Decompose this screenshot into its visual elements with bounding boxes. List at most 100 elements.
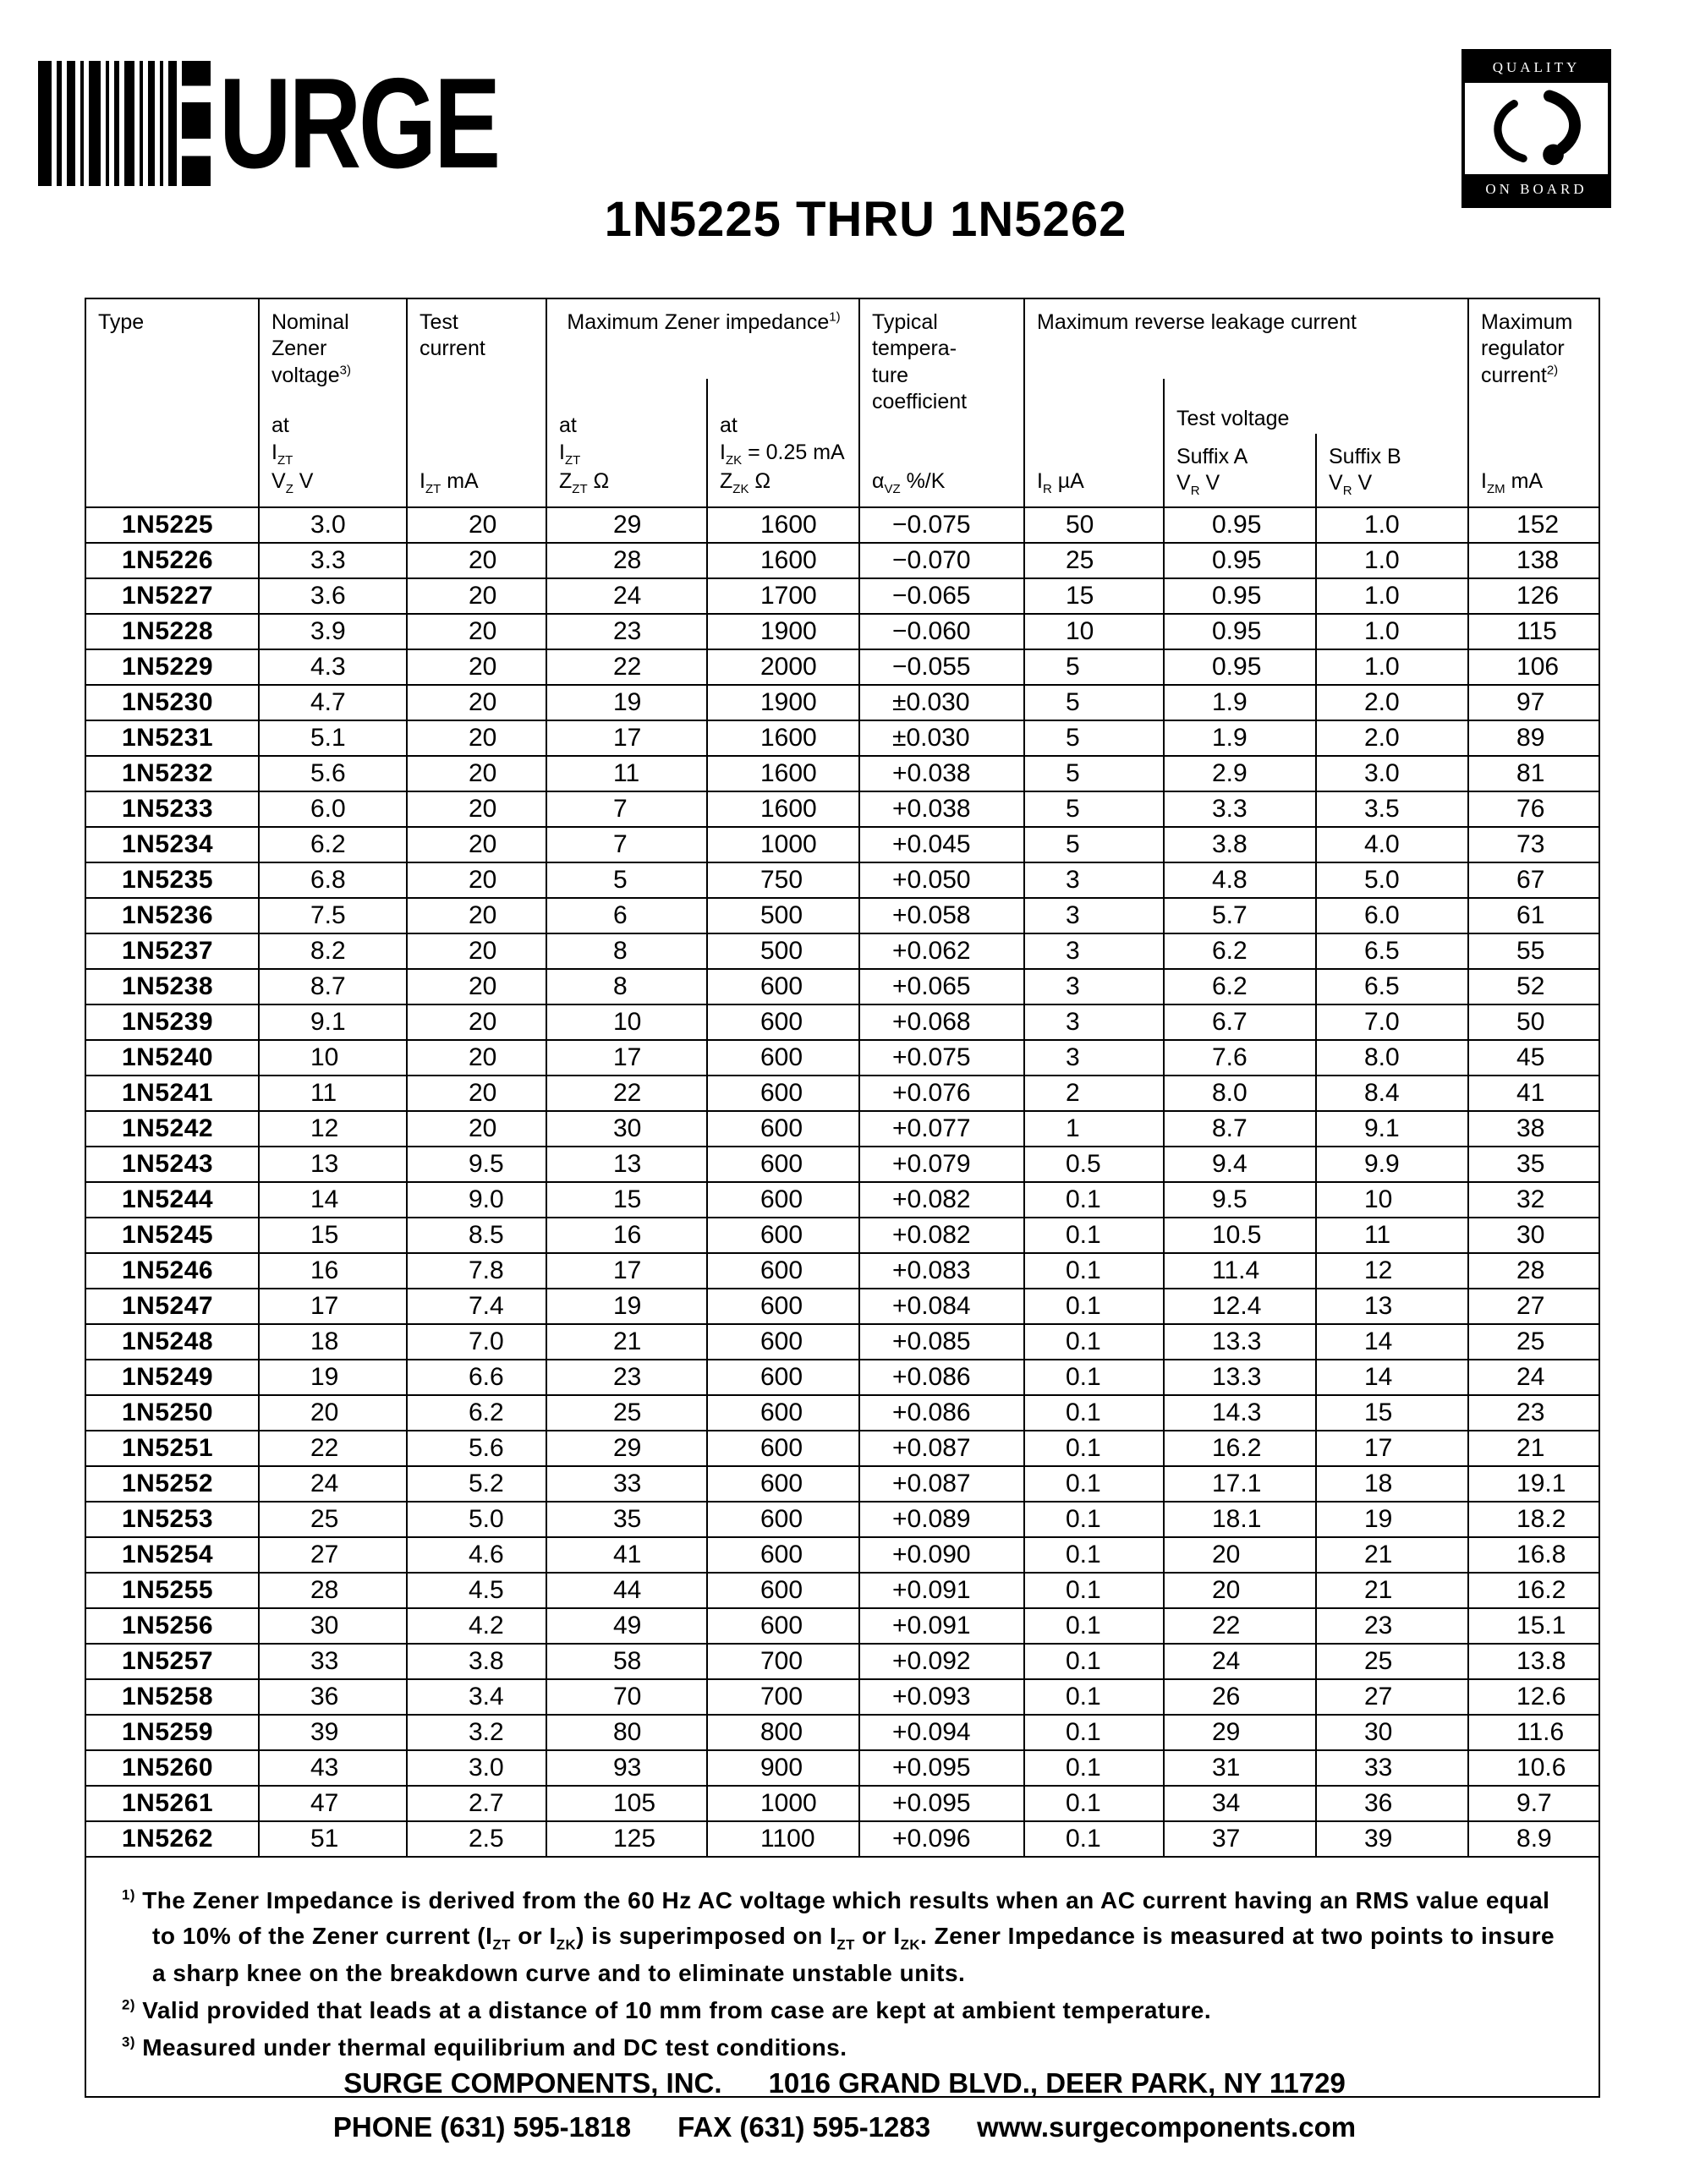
cell-zzk: 600 [706, 1323, 860, 1360]
cell-izt: 20 [406, 1004, 547, 1041]
cell-alpha-vz: +0.062 [858, 933, 1025, 970]
cell-izm: 13.8 [1467, 1643, 1601, 1680]
cell-izt: 8.5 [406, 1217, 547, 1254]
cell-vr-suffix-a: 17.1 [1163, 1465, 1317, 1503]
cell-zzk: 1600 [706, 542, 860, 579]
cell-ir: 3 [1023, 968, 1165, 1005]
cell-alpha-vz: +0.093 [858, 1678, 1025, 1716]
cell-zzt: 33 [546, 1465, 708, 1503]
cell-zzk: 600 [706, 1607, 860, 1645]
cell-izt: 5.6 [406, 1430, 547, 1467]
cell-zzk: 1000 [706, 826, 860, 863]
cell-alpha-vz: +0.058 [858, 897, 1025, 934]
cell-vz: 18 [258, 1323, 408, 1360]
cell-izm: 55 [1467, 933, 1601, 970]
cell-izt: 20 [406, 720, 547, 757]
cell-izm: 50 [1467, 1004, 1601, 1041]
footnote-1: 1) The Zener Impedance is derived from t… [122, 1886, 1555, 1986]
cell-alpha-vz: +0.096 [858, 1820, 1025, 1858]
col-header-test-current-label: Test current [420, 310, 485, 361]
cell-izm: 25 [1467, 1323, 1601, 1360]
cell-vr-suffix-a: 0.95 [1163, 577, 1317, 615]
cell-vr-suffix-b: 23 [1314, 1607, 1470, 1645]
cell-alpha-vz: +0.084 [858, 1288, 1025, 1325]
table-row: 1N5227 3.6 20 24 1700 −0.065 15 0.95 1.0… [85, 577, 1601, 615]
cell-vz: 11 [258, 1075, 408, 1112]
cell-izm: 73 [1467, 826, 1601, 863]
col-header-suffix-a: Suffix A VR V [1163, 434, 1317, 508]
cell-izm: 28 [1467, 1252, 1601, 1289]
cell-izm: 24 [1467, 1359, 1601, 1396]
table-row: 1N5254 27 4.6 41 600 +0.090 0.1 20 21 16… [85, 1536, 1601, 1574]
cell-izt: 20 [406, 649, 547, 686]
cell-izm: 41 [1467, 1075, 1601, 1112]
cell-zzt: 58 [546, 1643, 708, 1680]
cell-ir: 0.1 [1023, 1501, 1165, 1538]
cell-vr-suffix-b: 27 [1314, 1678, 1470, 1716]
cell-zzt: 23 [546, 613, 708, 650]
cell-izm: 16.8 [1467, 1536, 1601, 1574]
cell-izt: 4.6 [406, 1536, 547, 1574]
cell-vr-suffix-a: 10.5 [1163, 1217, 1317, 1254]
cell-zzk: 1700 [706, 577, 860, 615]
cell-type: 1N5257 [85, 1643, 260, 1680]
cell-alpha-vz: +0.038 [858, 791, 1025, 828]
cell-vz: 6.0 [258, 791, 408, 828]
footer-line-1: SURGE COMPONENTS, INC. 1016 GRAND BLVD.,… [0, 2067, 1689, 2099]
cell-type: 1N5233 [85, 791, 260, 828]
cell-vz: 27 [258, 1536, 408, 1574]
cell-zzt: 11 [546, 755, 708, 792]
col-header-nominal-voltage: Nominal Zener voltage3) at IZT VZ V [258, 298, 408, 508]
cell-vr-suffix-b: 8.0 [1314, 1039, 1470, 1076]
cell-vr-suffix-b: 1.0 [1314, 649, 1470, 686]
cell-type: 1N5254 [85, 1536, 260, 1574]
col-header-temp-coefficient-label: Typical tempera- ture coefficient [872, 310, 968, 413]
cell-alpha-vz: ±0.030 [858, 720, 1025, 757]
cell-type: 1N5228 [85, 613, 260, 650]
cell-izm: 15.1 [1467, 1607, 1601, 1645]
cell-izm: 152 [1467, 506, 1601, 544]
cell-izm: 12.6 [1467, 1678, 1601, 1716]
cell-vr-suffix-b: 6.5 [1314, 968, 1470, 1005]
table-row: 1N5258 36 3.4 70 700 +0.093 0.1 26 27 12… [85, 1678, 1601, 1716]
table-row: 1N5235 6.8 20 5 750 +0.050 3 4.8 5.0 67 [85, 862, 1601, 899]
table-row: 1N5251 22 5.6 29 600 +0.087 0.1 16.2 17 … [85, 1430, 1601, 1467]
col-header-temp-coefficient: Typical tempera- ture coefficient αVZ %/… [858, 298, 1025, 508]
table-header: Type Nominal Zener voltage3) at IZT VZ V… [85, 298, 1601, 508]
cell-type: 1N5236 [85, 897, 260, 934]
cell-vz: 19 [258, 1359, 408, 1396]
cell-zzk: 600 [706, 968, 860, 1005]
cell-zzt: 28 [546, 542, 708, 579]
cell-vr-suffix-a: 0.95 [1163, 542, 1317, 579]
cell-vr-suffix-a: 18.1 [1163, 1501, 1317, 1538]
cell-alpha-vz: +0.092 [858, 1643, 1025, 1680]
cell-zzt: 6 [546, 897, 708, 934]
cell-zzk: 600 [706, 1465, 860, 1503]
cell-type: 1N5262 [85, 1820, 260, 1858]
cell-vz: 3.0 [258, 506, 408, 544]
table-row: 1N5246 16 7.8 17 600 +0.083 0.1 11.4 12 … [85, 1252, 1601, 1289]
cell-vr-suffix-a: 24 [1163, 1643, 1317, 1680]
cell-type: 1N5245 [85, 1217, 260, 1254]
cell-vz: 4.7 [258, 684, 408, 721]
cell-alpha-vz: +0.089 [858, 1501, 1025, 1538]
table-row: 1N5252 24 5.2 33 600 +0.087 0.1 17.1 18 … [85, 1465, 1601, 1503]
cell-vr-suffix-a: 11.4 [1163, 1252, 1317, 1289]
cell-type: 1N5235 [85, 862, 260, 899]
cell-type: 1N5226 [85, 542, 260, 579]
cell-ir: 0.1 [1023, 1785, 1165, 1822]
cell-izm: 106 [1467, 649, 1601, 686]
cell-vz: 17 [258, 1288, 408, 1325]
cell-vr-suffix-a: 3.3 [1163, 791, 1317, 828]
table-row: 1N5239 9.1 20 10 600 +0.068 3 6.7 7.0 50 [85, 1004, 1601, 1041]
footer-line-2: PHONE (631) 595-1818 FAX (631) 595-1283 … [0, 2111, 1689, 2143]
cell-alpha-vz: +0.087 [858, 1465, 1025, 1503]
footer-fax: FAX (631) 595-1283 [677, 2111, 931, 2143]
cell-vr-suffix-b: 9.9 [1314, 1146, 1470, 1183]
table-row: 1N5255 28 4.5 44 600 +0.091 0.1 20 21 16… [85, 1572, 1601, 1609]
badge-swoosh-icon [1465, 83, 1608, 174]
cell-vr-suffix-a: 31 [1163, 1749, 1317, 1787]
table-row: 1N5261 47 2.7 105 1000 +0.095 0.1 34 36 … [85, 1785, 1601, 1822]
logo-s-glyph [182, 61, 211, 186]
cell-izm: 23 [1467, 1394, 1601, 1431]
